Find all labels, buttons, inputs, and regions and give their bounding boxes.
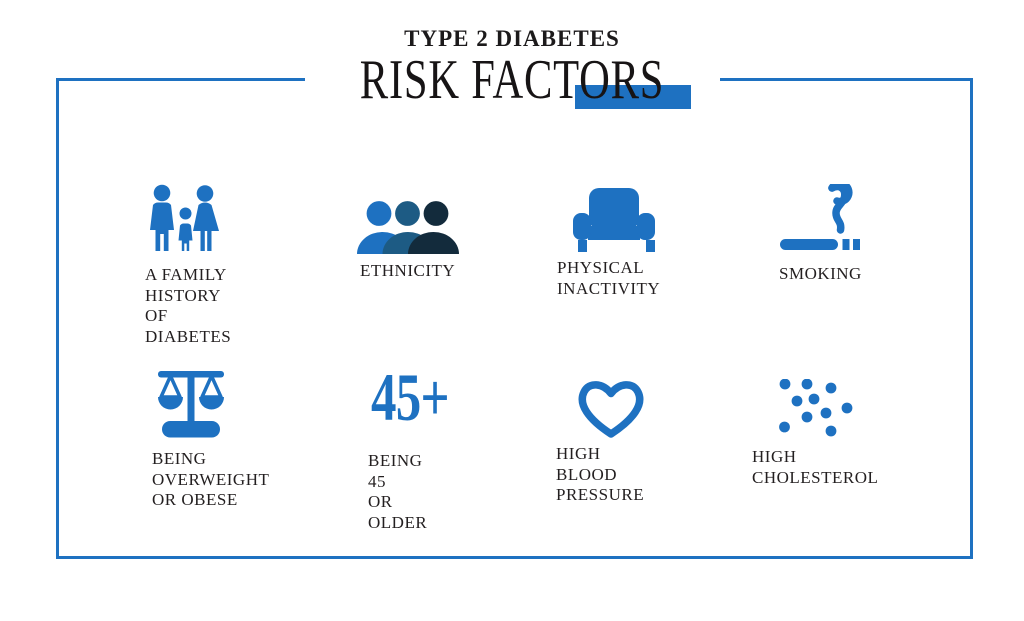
cholesterol-dots-icon xyxy=(779,379,853,437)
risk-item-label: BEING 45 OR OLDER xyxy=(368,451,428,532)
cigarette-icon xyxy=(780,184,860,250)
age-45-plus-icon: 45+ xyxy=(371,359,450,435)
armchair-icon xyxy=(573,188,655,252)
scales-icon xyxy=(158,371,224,438)
risk-item-label: A FAMILY HISTORY OF DIABETES xyxy=(145,265,232,346)
frame-top-border-right xyxy=(720,78,973,81)
ethnicity-icon xyxy=(357,201,459,254)
frame-top-border-left xyxy=(56,78,305,81)
family-icon xyxy=(150,184,219,251)
risk-item-label: ETHNICITY xyxy=(360,261,456,280)
risk-item-label: HIGH CHOLESTEROL xyxy=(752,447,879,487)
risk-item-label: PHYSICAL INACTIVITY xyxy=(557,258,661,298)
risk-item-label: BEING OVERWEIGHT OR OBESE xyxy=(152,449,270,509)
content-frame xyxy=(56,78,973,559)
risk-item-label: HIGH BLOOD PRESSURE xyxy=(556,444,645,504)
title-highlight-bar xyxy=(575,85,691,109)
kicker-text: TYPE 2 DIABETES xyxy=(404,26,620,51)
risk-item-label: SMOKING xyxy=(779,264,862,283)
heart-icon xyxy=(578,381,644,438)
page-title: RISK FACTORS xyxy=(359,49,665,111)
